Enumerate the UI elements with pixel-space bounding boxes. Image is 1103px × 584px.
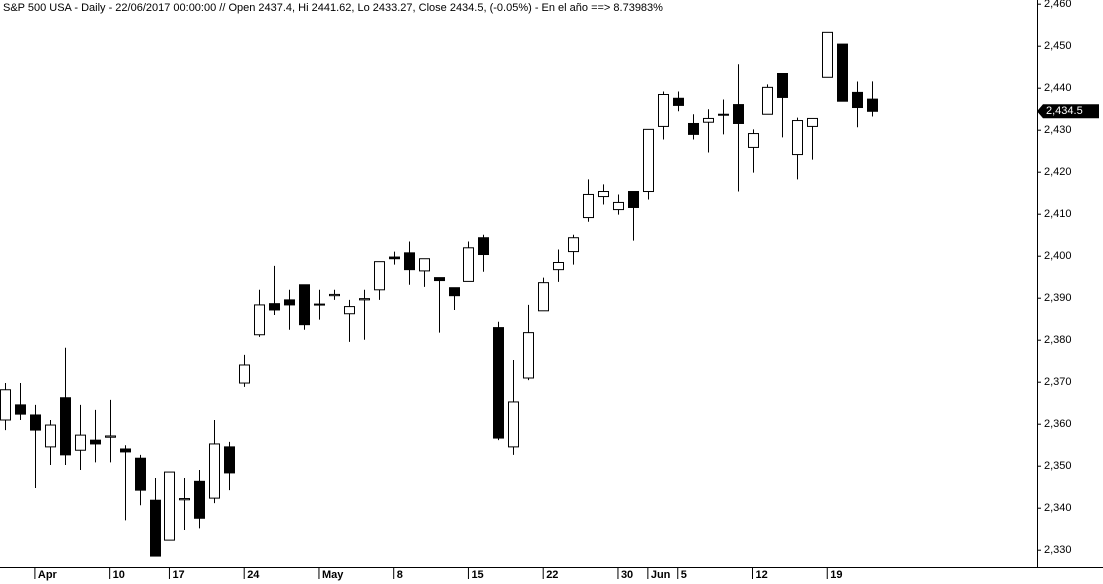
candle-body [553, 262, 564, 271]
y-tick-label: 2,400 [1044, 250, 1072, 262]
y-tick-label: 2,420 [1044, 166, 1072, 178]
y-tick-label: 2,350 [1044, 460, 1072, 472]
x-tick-label: 15 [471, 569, 483, 581]
candle-body [643, 128, 654, 193]
candle-body [762, 86, 773, 115]
candle-body [822, 31, 833, 78]
candle-body [478, 237, 489, 256]
candle-body [628, 191, 639, 208]
candle-body [434, 277, 445, 282]
x-tick-label: 30 [621, 569, 633, 581]
candle-body [598, 191, 609, 198]
candle-body [254, 304, 265, 336]
candle-body [389, 256, 400, 260]
candle-body [718, 113, 729, 116]
candle-body [538, 282, 549, 312]
candle-body [75, 434, 86, 451]
y-tick-label: 2,390 [1044, 292, 1072, 304]
y-tick-label: 2,360 [1044, 418, 1072, 430]
x-tick-label: May [322, 569, 344, 581]
x-tick-label: 24 [247, 569, 260, 581]
chart-title: S&P 500 USA - Daily - 22/06/2017 00:00:0… [3, 2, 663, 14]
candle-body [613, 201, 624, 211]
candle-body [449, 287, 460, 297]
candle-body [568, 237, 579, 253]
candle-body [807, 117, 818, 127]
y-tick-label: 2,380 [1044, 334, 1072, 346]
y-tick-label: 2,450 [1044, 40, 1072, 52]
y-tick-label: 2,340 [1044, 502, 1072, 514]
candle-body [463, 247, 474, 282]
candle-body [777, 73, 788, 98]
candle-body [329, 293, 340, 297]
candle-body [673, 97, 684, 106]
x-tick-label: 19 [830, 569, 842, 581]
candle-body [359, 298, 370, 301]
candle-body [15, 404, 26, 415]
y-tick-label: 2,460 [1044, 0, 1072, 10]
candle-body [60, 397, 71, 456]
candle-body [299, 284, 310, 326]
y-tick-label: 2,410 [1044, 208, 1072, 220]
y-tick-label: 2,430 [1044, 124, 1072, 136]
y-tick-label: 2,330 [1044, 544, 1072, 556]
candle-body [852, 91, 863, 109]
candle-body [404, 252, 415, 271]
candle-body [224, 446, 235, 474]
candle-body [0, 389, 11, 421]
candle-body [120, 448, 131, 453]
candle-body [792, 120, 803, 156]
candle-body [688, 122, 699, 135]
x-tick-label: 22 [546, 569, 558, 581]
candle-body [523, 332, 534, 379]
candle-body [344, 306, 355, 315]
candle-body [658, 94, 669, 127]
x-tick-label: 10 [113, 569, 125, 581]
candle-body [314, 303, 325, 306]
candle-body [837, 43, 848, 102]
candle-body [269, 303, 280, 311]
candle-body [284, 299, 295, 306]
x-tick-label: 8 [397, 569, 403, 581]
candle-body [135, 457, 146, 491]
candle-body [179, 498, 190, 501]
candle-body [30, 414, 41, 431]
candle-body [703, 117, 714, 123]
candle-body [867, 98, 878, 112]
candle-body [164, 471, 175, 541]
candle-body [733, 104, 744, 124]
x-tick-label: Jun [651, 569, 671, 581]
candle-body [374, 261, 385, 291]
last-price-marker [1037, 104, 1099, 119]
candle-body [90, 439, 101, 445]
candle-body [748, 133, 759, 148]
last-price-label: 2,434.5 [1046, 105, 1083, 117]
candle-body [583, 193, 594, 219]
candle-body [239, 364, 250, 384]
y-tick-label: 2,370 [1044, 376, 1072, 388]
candle-body [493, 327, 504, 439]
candle-body [209, 443, 220, 499]
x-tick-label: 12 [756, 569, 768, 581]
candle-body [194, 480, 205, 519]
candle-body [419, 258, 430, 272]
candle-body [45, 424, 56, 448]
candle-body [150, 499, 161, 557]
candle-body [105, 435, 116, 438]
x-tick-label: 5 [681, 569, 687, 581]
x-tick-label: 17 [172, 569, 184, 581]
x-tick-label: Apr [38, 569, 58, 581]
y-tick-label: 2,440 [1044, 82, 1072, 94]
candle-body [508, 401, 519, 448]
